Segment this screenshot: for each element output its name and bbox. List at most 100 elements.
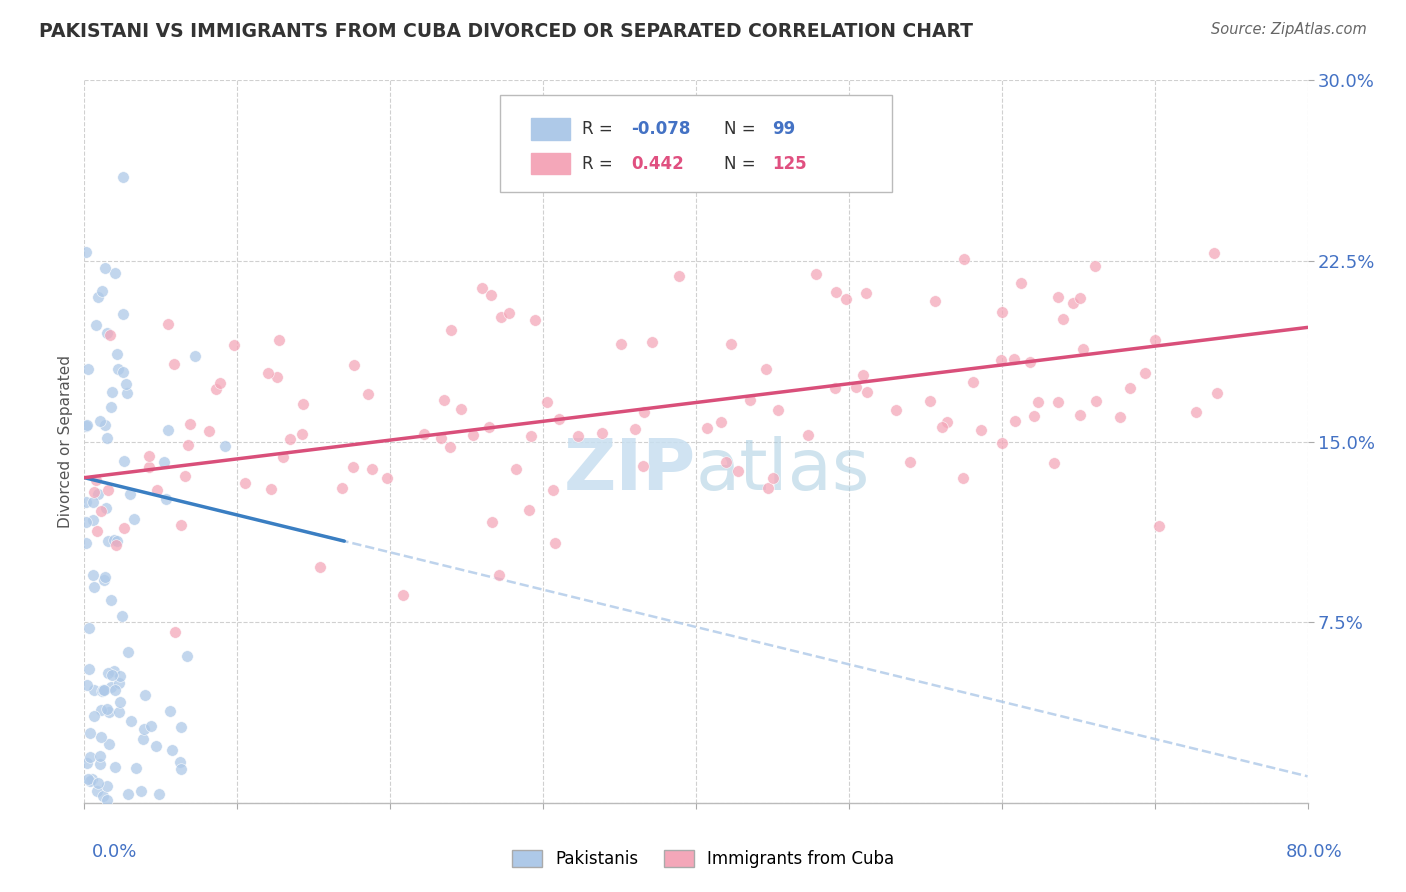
Point bbox=[89, 414, 111, 428]
Point bbox=[624, 422, 647, 436]
Point bbox=[260, 483, 283, 497]
Point bbox=[87, 775, 110, 789]
Point bbox=[498, 306, 520, 320]
Point bbox=[96, 779, 118, 793]
Text: 125: 125 bbox=[772, 155, 807, 173]
Point bbox=[91, 789, 114, 803]
Point bbox=[146, 483, 169, 497]
Point bbox=[214, 439, 236, 453]
Point bbox=[111, 169, 134, 184]
Point bbox=[87, 487, 110, 501]
Point bbox=[952, 252, 974, 266]
Point bbox=[433, 393, 456, 408]
Point bbox=[266, 370, 288, 384]
Point bbox=[177, 438, 200, 452]
Point bbox=[159, 704, 181, 718]
Point bbox=[82, 567, 104, 582]
Point bbox=[96, 702, 118, 716]
Point bbox=[1119, 380, 1142, 394]
Text: -0.078: -0.078 bbox=[631, 120, 690, 138]
Point bbox=[505, 462, 527, 476]
Point bbox=[138, 449, 160, 463]
Point bbox=[481, 288, 503, 302]
Point bbox=[990, 353, 1012, 368]
Point bbox=[668, 269, 690, 284]
Point bbox=[1042, 457, 1064, 471]
Point bbox=[115, 386, 138, 401]
Point bbox=[931, 419, 953, 434]
Point bbox=[1109, 410, 1132, 425]
Point bbox=[198, 424, 221, 438]
Point bbox=[738, 393, 761, 408]
Point bbox=[1185, 404, 1208, 418]
Point bbox=[440, 323, 463, 337]
Point bbox=[855, 384, 877, 399]
Point bbox=[83, 683, 105, 698]
Point bbox=[1205, 386, 1227, 401]
Point bbox=[524, 313, 547, 327]
Point bbox=[129, 784, 152, 798]
Text: 0.0%: 0.0% bbox=[91, 843, 136, 861]
Point bbox=[104, 266, 127, 280]
Point bbox=[94, 417, 117, 432]
Point bbox=[96, 326, 118, 340]
Point bbox=[86, 318, 108, 332]
Point bbox=[292, 397, 315, 411]
Point bbox=[89, 756, 111, 771]
Point bbox=[79, 774, 101, 789]
Point bbox=[291, 426, 314, 441]
Point bbox=[412, 427, 434, 442]
Text: Source: ZipAtlas.com: Source: ZipAtlas.com bbox=[1211, 22, 1367, 37]
Text: R =: R = bbox=[582, 120, 613, 138]
Point bbox=[884, 403, 907, 417]
Point bbox=[517, 502, 540, 516]
Point bbox=[1085, 394, 1108, 409]
Point bbox=[76, 418, 98, 433]
Point bbox=[855, 285, 877, 300]
Point bbox=[157, 423, 180, 437]
Point bbox=[77, 662, 100, 676]
Text: PAKISTANI VS IMMIGRANTS FROM CUBA DIVORCED OR SEPARATED CORRELATION CHART: PAKISTANI VS IMMIGRANTS FROM CUBA DIVORC… bbox=[39, 22, 973, 41]
Point bbox=[112, 454, 135, 468]
Point bbox=[82, 495, 104, 509]
Text: R =: R = bbox=[582, 155, 613, 173]
Point bbox=[1071, 342, 1094, 356]
Point bbox=[163, 624, 186, 639]
Point bbox=[97, 483, 120, 498]
Point bbox=[82, 513, 104, 527]
Point bbox=[991, 304, 1014, 318]
Point bbox=[125, 761, 148, 775]
Point bbox=[1019, 355, 1042, 369]
Text: 0.442: 0.442 bbox=[631, 155, 683, 173]
Point bbox=[94, 500, 117, 515]
Point bbox=[1147, 519, 1170, 533]
Point bbox=[79, 726, 101, 740]
Point bbox=[439, 441, 461, 455]
Point bbox=[75, 516, 97, 530]
Point bbox=[825, 285, 848, 299]
Point bbox=[1010, 276, 1032, 290]
Point bbox=[138, 459, 160, 474]
Point bbox=[103, 664, 125, 678]
Point bbox=[77, 621, 100, 635]
Point bbox=[478, 419, 501, 434]
Point bbox=[1022, 409, 1045, 423]
Point bbox=[727, 464, 749, 478]
Point bbox=[94, 260, 117, 275]
Point bbox=[100, 680, 122, 694]
Point bbox=[430, 431, 453, 445]
Point bbox=[153, 454, 176, 468]
Point bbox=[208, 376, 231, 390]
Point bbox=[93, 573, 115, 587]
Point bbox=[108, 676, 131, 690]
Point bbox=[898, 455, 921, 469]
Point bbox=[97, 533, 120, 548]
Point bbox=[156, 317, 179, 331]
Point bbox=[108, 695, 131, 709]
Point bbox=[491, 310, 513, 324]
Point bbox=[567, 428, 589, 442]
Bar bbox=[531, 118, 569, 139]
Point bbox=[233, 475, 256, 490]
Point bbox=[94, 570, 117, 584]
Point bbox=[755, 362, 778, 376]
